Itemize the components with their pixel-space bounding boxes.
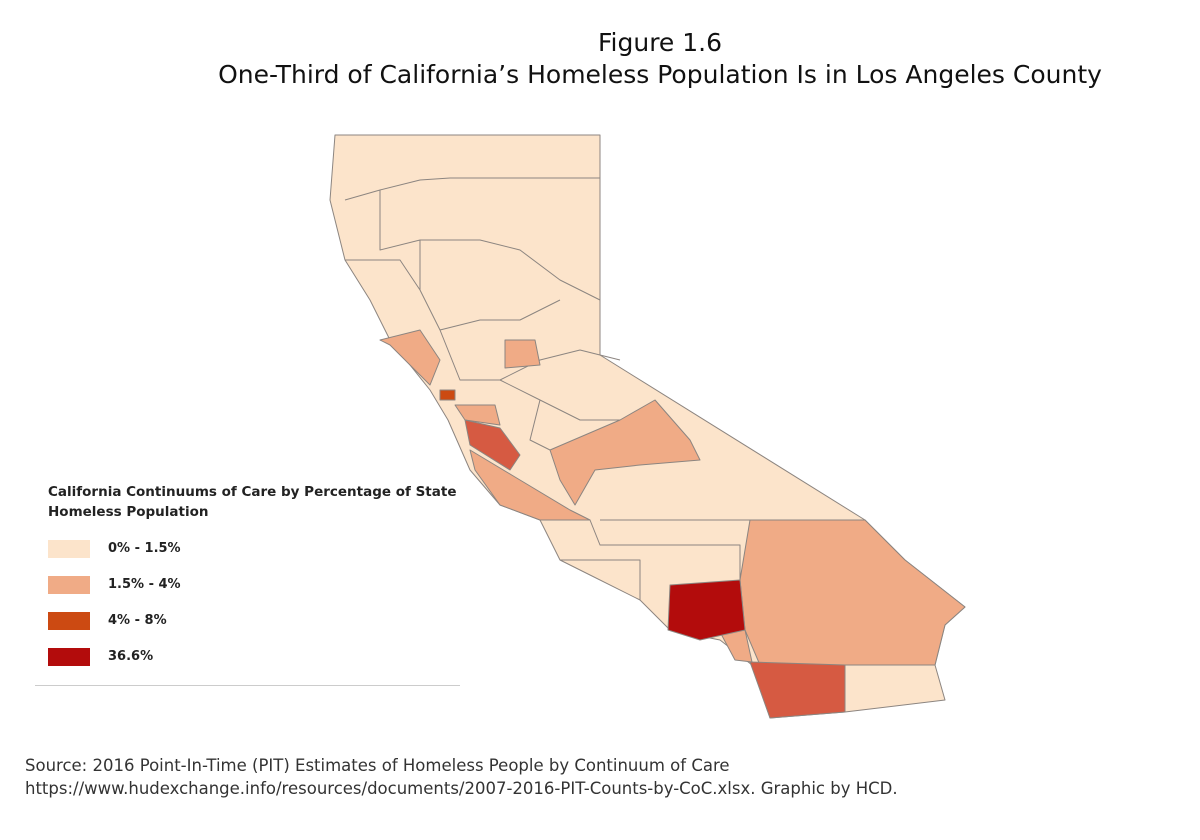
legend-swatch <box>48 540 90 558</box>
county-top <box>667 579 746 641</box>
source-line: Source: 2016 Point-In-Time (PIT) Estimat… <box>25 756 730 775</box>
legend-title: California Continuums of Care by Percent… <box>48 484 457 520</box>
legend-swatch <box>48 576 90 594</box>
legend-swatch <box>48 648 90 666</box>
source-line: https://www.hudexchange.info/resources/d… <box>25 779 898 798</box>
legend-swatch <box>48 612 90 630</box>
legend-label: 4% - 8% <box>108 613 167 628</box>
county-high <box>464 419 521 471</box>
divider <box>35 685 460 686</box>
legend-label: 1.5% - 4% <box>108 577 181 592</box>
county-high <box>749 661 846 719</box>
county-medium <box>379 329 441 386</box>
county-medium <box>469 449 591 521</box>
figure-title: One-Third of California’s Homeless Popul… <box>218 60 1102 89</box>
legend-label: 0% - 1.5% <box>108 541 181 556</box>
county-medium <box>739 519 966 666</box>
figure-label: Figure 1.6 <box>597 28 723 57</box>
county-high <box>439 389 456 401</box>
legend-label: 36.6% <box>108 649 154 664</box>
county-medium <box>549 399 701 506</box>
county-medium <box>504 339 541 369</box>
